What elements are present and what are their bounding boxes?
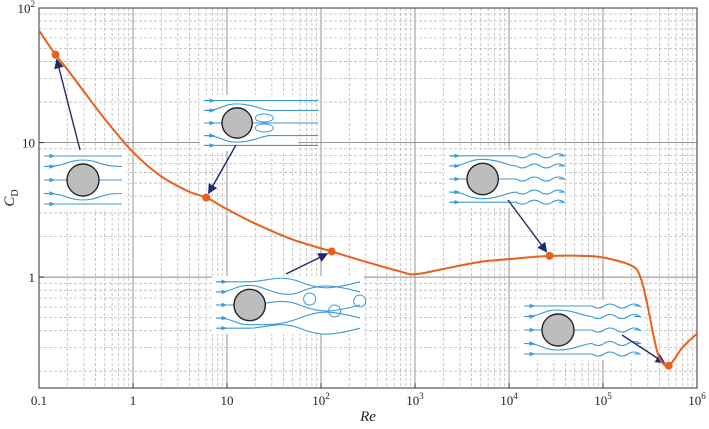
vortex: [254, 113, 274, 123]
flow-inset-turbulent-boundary-layer-narrow-wake: [520, 300, 642, 360]
y-axis-title: CD: [2, 189, 21, 206]
vortex: [303, 292, 317, 306]
arrows: [54, 58, 666, 364]
cylinder: [66, 163, 100, 197]
streamline: [448, 189, 567, 200]
x-tick-label: 103: [406, 391, 424, 408]
x-tick-label: 102: [312, 391, 330, 408]
x-tick-label: 1: [130, 393, 137, 408]
highlight-point: [545, 251, 554, 260]
streamline: [215, 311, 361, 326]
x-tick-label: 104: [500, 391, 518, 408]
insets: [40, 95, 642, 360]
vortex: [254, 123, 274, 133]
pointer-arrow: [621, 334, 666, 364]
pointer-arrow: [208, 144, 237, 195]
highlight-point: [202, 193, 211, 202]
x-tick-label: 10: [221, 393, 234, 408]
streamline: [203, 103, 319, 111]
streamline: [216, 277, 361, 289]
streamline: [524, 303, 642, 309]
flow-inset-creeping-flow: [40, 150, 126, 210]
x-tick-label: 0.1: [31, 393, 47, 408]
pointer-arrow: [507, 199, 548, 253]
streamline: [523, 309, 642, 320]
cylinder: [233, 288, 267, 322]
streamline: [216, 324, 361, 335]
streamline: [215, 284, 361, 295]
streamline: [43, 192, 123, 201]
streamline: [449, 199, 567, 205]
streamline: [523, 351, 642, 357]
highlight-point: [327, 247, 336, 256]
cylinder: [221, 107, 253, 139]
highlight-point: [664, 361, 673, 370]
flow-inset-attached-vortices: [200, 95, 319, 151]
highlight-points: [51, 50, 673, 370]
pointer-arrow: [54, 58, 81, 151]
y-tick-label: 10: [22, 136, 35, 151]
highlight-point: [51, 50, 60, 59]
cylinder: [466, 162, 500, 196]
y-tick-label: 102: [18, 0, 36, 16]
y-ticks: 1 10 102: [18, 0, 44, 285]
drag-curve: [38, 29, 698, 367]
flow-inset-vortex-street: [212, 276, 367, 335]
vortex: [328, 304, 342, 318]
plot-frame: [38, 7, 698, 389]
streamline: [43, 159, 123, 168]
streamline: [448, 158, 567, 169]
streamline: [449, 153, 567, 159]
vortex: [353, 294, 367, 308]
x-tick-label: 106: [688, 391, 706, 408]
streamline: [203, 135, 319, 143]
cylinder: [541, 313, 575, 347]
y-tick-label: 1: [29, 270, 36, 285]
flow-inset-laminar-boundary-layer-turbulent-wake: [445, 150, 567, 208]
streamline: [523, 340, 642, 351]
x-axis-title: Re: [359, 409, 376, 425]
x-tick-label: 105: [594, 391, 612, 408]
pointer-arrow: [285, 253, 329, 275]
x-ticks: 0.1 1 10 102 103 104 105 106: [31, 383, 706, 408]
